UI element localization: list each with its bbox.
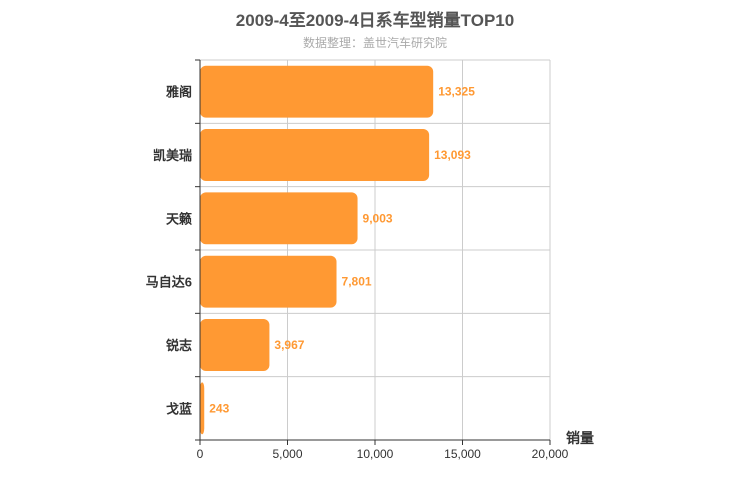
category-label: 凯美瑞 <box>153 148 192 163</box>
x-tick-label: 10,000 <box>357 447 394 461</box>
bar <box>200 255 337 308</box>
x-tick-label: 5,000 <box>272 447 302 461</box>
category-label: 锐志 <box>166 338 192 353</box>
x-tick-label: 15,000 <box>444 447 481 461</box>
category-label: 雅阁 <box>166 85 192 100</box>
chart-title: 2009-4至2009-4日系车型销量TOP10 <box>235 11 515 30</box>
x-axis-title: 销量 <box>566 430 594 446</box>
bar <box>200 192 358 245</box>
value-label: 13,325 <box>438 85 475 99</box>
category-label: 戈蓝 <box>166 401 192 416</box>
value-label: 3,967 <box>274 338 304 352</box>
value-label: 13,093 <box>434 148 471 162</box>
bar <box>200 65 434 118</box>
category-label: 马自达6 <box>146 275 192 290</box>
x-tick-label: 20,000 <box>532 447 569 461</box>
value-label: 7,801 <box>342 275 372 289</box>
x-tick-label: 0 <box>197 447 204 461</box>
bar <box>200 319 270 371</box>
bar <box>200 129 430 181</box>
value-label: 9,003 <box>363 211 393 225</box>
value-label: 243 <box>209 401 229 415</box>
category-label: 天籁 <box>166 211 192 226</box>
chart-subtitle: 数据整理：盖世汽车研究院 <box>302 36 447 50</box>
bar <box>200 382 205 435</box>
bar-series: 13,325 13,093 9,003 7,801 3,967 243 <box>200 65 475 435</box>
